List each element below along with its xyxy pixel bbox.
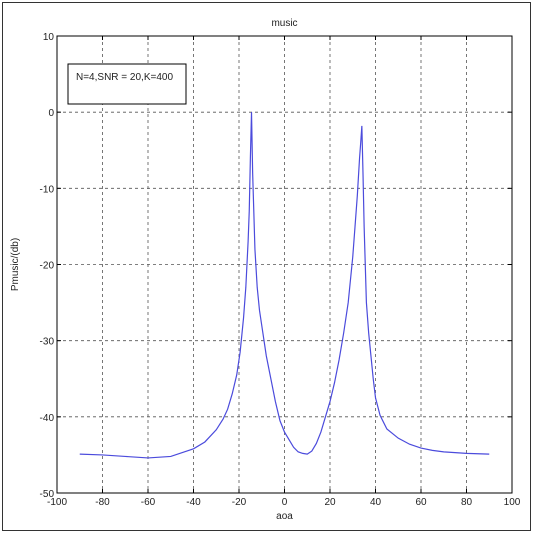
y-tick-label: -40 xyxy=(40,413,55,424)
annotation-text: N=4,SNR = 20,K=400 xyxy=(76,72,173,83)
x-tick-label: 40 xyxy=(370,497,382,508)
y-tick-label: -10 xyxy=(40,184,55,195)
x-tick-label: -100 xyxy=(47,497,67,508)
pmusic-series-line xyxy=(79,112,490,459)
x-tick-label: -80 xyxy=(95,497,110,508)
plot-area-border xyxy=(56,35,513,494)
y-tick-label: -30 xyxy=(40,337,55,348)
chart-title: music xyxy=(271,18,297,29)
annotation-box-group: N=4,SNR = 20,K=400 xyxy=(67,63,187,105)
x-tick-label: 100 xyxy=(504,497,521,508)
x-tick-label: -40 xyxy=(186,497,201,508)
y-axis-label: Pmusic/(db) xyxy=(10,238,21,291)
x-tick-label: 0 xyxy=(282,497,288,508)
y-tick-label: -50 xyxy=(40,489,55,500)
y-tick-label: 10 xyxy=(43,32,55,43)
x-tick-label: -20 xyxy=(232,497,247,508)
figure-border xyxy=(2,2,531,531)
x-tick-label: 20 xyxy=(324,497,336,508)
y-tick-label: -20 xyxy=(40,261,55,272)
annotation-box xyxy=(67,63,187,105)
x-tick-label: 60 xyxy=(415,497,427,508)
x-tick-label: 80 xyxy=(461,497,473,508)
x-axis-label: aoa xyxy=(276,511,293,522)
grid-lines xyxy=(57,36,512,493)
y-tick-label: 0 xyxy=(48,108,54,119)
axis-ticks: -100 -80 -60 -40 -20 0 20 40 60 80 100100-10-20-30… xyxy=(40,32,521,508)
x-tick-label: -60 xyxy=(141,497,156,508)
